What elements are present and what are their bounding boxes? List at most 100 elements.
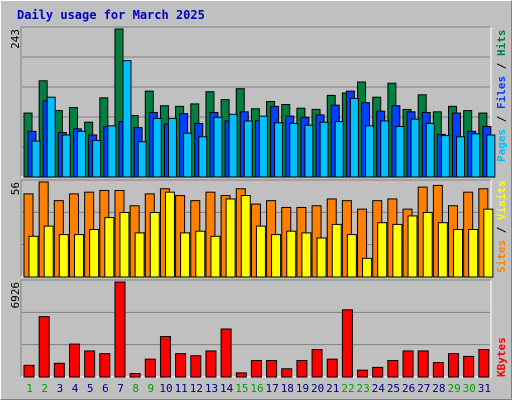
legend-label: Hits <box>495 30 508 57</box>
x-tick-label: 4 <box>72 382 79 395</box>
x-tick-label: 27 <box>417 382 430 395</box>
bar-sites-8 <box>134 232 145 278</box>
bar-kbytes-16 <box>250 360 262 378</box>
bar-pages-19 <box>304 124 314 178</box>
bar-pages-14 <box>228 113 238 178</box>
bar-kbytes-1 <box>23 364 35 378</box>
bar-pages-20 <box>319 121 329 178</box>
bar-pages-25 <box>395 125 405 178</box>
bar-sites-25 <box>392 223 403 278</box>
x-tick-label: 16 <box>250 382 263 395</box>
bar-pages-22 <box>349 97 359 178</box>
bar-sites-28 <box>437 222 448 278</box>
bar-pages-27 <box>425 122 435 178</box>
bar-kbytes-28 <box>432 362 444 378</box>
bar-kbytes-30 <box>463 355 475 378</box>
bar-kbytes-10 <box>159 336 171 378</box>
bar-pages-9 <box>152 118 162 178</box>
bar-sites-11 <box>180 232 191 278</box>
bar-kbytes-29 <box>448 353 460 378</box>
bar-sites-17 <box>271 234 282 278</box>
bar-sites-23 <box>362 257 373 278</box>
x-tick-label: 24 <box>372 382 386 395</box>
bar-kbytes-13 <box>205 350 217 378</box>
bar-kbytes-15 <box>235 372 247 378</box>
x-tick-label: 25 <box>387 382 400 395</box>
bar-pages-26 <box>410 118 420 178</box>
bar-sites-31 <box>483 208 494 278</box>
x-tick-label: 30 <box>463 382 476 395</box>
x-tick-label: 7 <box>117 382 124 395</box>
bar-kbytes-20 <box>311 349 323 378</box>
bar-sites-3 <box>58 234 69 278</box>
bar-sites-19 <box>301 232 312 278</box>
x-tick-label: 5 <box>87 382 94 395</box>
y-max-label: 6926 <box>9 282 22 309</box>
bar-kbytes-24 <box>372 366 384 378</box>
legend-label: / <box>495 56 508 76</box>
bar-kbytes-19 <box>296 360 308 378</box>
x-tick-label: 10 <box>159 382 172 395</box>
x-tick-label: 13 <box>205 382 218 395</box>
bar-kbytes-18 <box>281 368 293 378</box>
x-tick-label: 29 <box>447 382 460 395</box>
x-tick-label: 22 <box>341 382 354 395</box>
legend-label: Sites <box>495 240 508 273</box>
bar-pages-18 <box>289 122 299 178</box>
bar-kbytes-5 <box>84 350 96 378</box>
bar-kbytes-9 <box>144 358 156 378</box>
x-tick-label: 9 <box>148 382 155 395</box>
bar-kbytes-12 <box>190 355 202 378</box>
bar-pages-23 <box>365 125 375 178</box>
bar-sites-26 <box>407 215 418 278</box>
plot-border-dark <box>20 279 491 377</box>
bar-sites-12 <box>195 230 206 278</box>
y-max-label: 56 <box>9 182 22 195</box>
legend-label: KBytes <box>495 337 508 377</box>
y-max-label: 243 <box>9 29 22 49</box>
bar-sites-10 <box>164 191 175 278</box>
x-tick-label: 15 <box>235 382 248 395</box>
x-tick-label: 23 <box>357 382 370 395</box>
legend-label: / <box>495 109 508 129</box>
bar-sites-22 <box>346 234 357 278</box>
bar-pages-5 <box>92 139 102 178</box>
plot-border-dark <box>20 26 491 177</box>
bar-kbytes-4 <box>68 343 80 378</box>
bar-pages-4 <box>76 130 86 178</box>
bar-sites-30 <box>468 229 479 278</box>
bar-pages-31 <box>486 134 496 178</box>
x-tick-label: 28 <box>432 382 445 395</box>
legend-label: Visits <box>495 180 508 220</box>
x-tick-label: 8 <box>132 382 139 395</box>
legend-kbytes: KBytes <box>495 337 508 377</box>
bar-sites-20 <box>316 237 327 278</box>
bar-pages-24 <box>380 120 390 178</box>
bar-sites-7 <box>119 212 130 278</box>
bar-sites-16 <box>255 225 266 278</box>
x-tick-label: 1 <box>26 382 33 395</box>
bar-sites-24 <box>377 222 388 278</box>
bar-pages-28 <box>440 135 450 178</box>
bar-pages-6 <box>107 125 117 178</box>
bar-sites-13 <box>210 235 221 278</box>
bar-kbytes-6 <box>99 353 111 378</box>
bar-kbytes-7 <box>114 281 126 378</box>
x-tick-label: 17 <box>266 382 279 395</box>
bar-kbytes-11 <box>175 353 187 378</box>
bar-kbytes-2 <box>38 316 50 378</box>
legend-label: / <box>495 220 508 240</box>
bar-pages-10 <box>167 118 177 178</box>
bar-kbytes-25 <box>387 360 399 378</box>
bar-kbytes-17 <box>266 360 278 378</box>
bar-sites-6 <box>104 217 115 278</box>
x-tick-label: 18 <box>281 382 294 395</box>
bar-kbytes-22 <box>341 309 353 378</box>
bar-sites-9 <box>149 212 160 278</box>
legend-hits-files-pages: Pages / Files / Hits <box>495 30 508 163</box>
bar-pages-3 <box>61 134 71 178</box>
bar-pages-12 <box>198 136 208 178</box>
bar-pages-15 <box>243 120 253 178</box>
legend-sites-visits: Sites / Visits <box>495 180 508 273</box>
